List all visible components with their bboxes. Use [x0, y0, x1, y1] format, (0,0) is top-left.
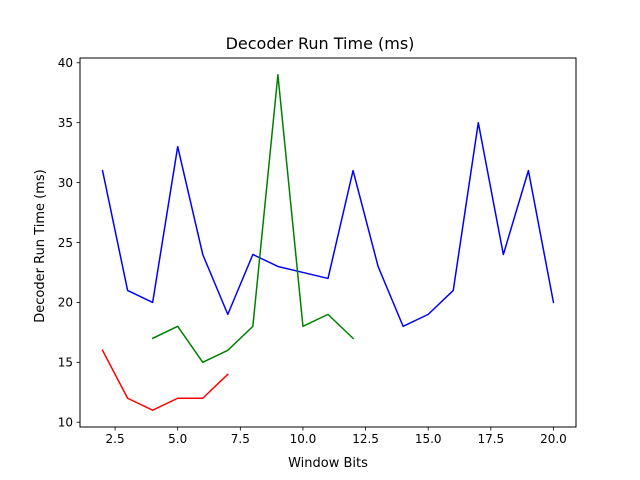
x-tick-label: 20.0	[540, 432, 567, 446]
chart-title: Decoder Run Time (ms)	[226, 34, 415, 53]
x-axis-ticks: 2.5 5.0 7.5 10.0 12.5 15.0 17.5 20.0	[106, 427, 567, 446]
series-layer	[101, 74, 555, 411]
series-line-2	[151, 74, 355, 364]
x-tick-label: 15.0	[415, 432, 442, 446]
x-tick-label: 5.0	[168, 432, 187, 446]
y-tick-label: 40	[58, 56, 73, 70]
x-tick-label: 2.5	[106, 432, 125, 446]
x-tick-label: 12.5	[352, 432, 379, 446]
y-tick-label: 20	[58, 296, 73, 310]
y-tick-label: 10	[58, 416, 73, 430]
x-tick-label: 7.5	[231, 432, 250, 446]
series-line-1	[101, 121, 555, 328]
x-tick-label: 10.0	[290, 432, 317, 446]
y-tick-label: 25	[58, 236, 73, 250]
x-axis-label: Window Bits	[288, 456, 368, 471]
series-line-3	[101, 349, 229, 411]
y-tick-label: 30	[58, 176, 73, 190]
x-tick-label: 17.5	[477, 432, 504, 446]
y-axis-label: Decoder Run Time (ms)	[33, 169, 48, 322]
y-tick-label: 35	[58, 116, 73, 130]
y-axis-ticks: 10 15 20 25 30 35 40	[58, 56, 80, 430]
y-tick-label: 15	[58, 356, 73, 370]
